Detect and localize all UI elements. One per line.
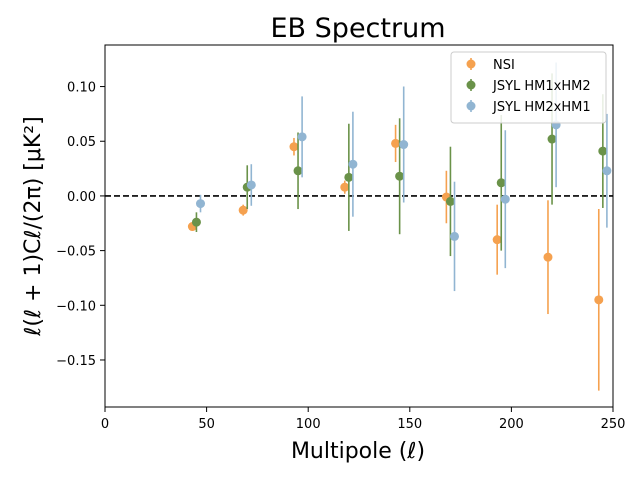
chart-title: EB Spectrum xyxy=(271,13,446,44)
y-tick-label: −0.05 xyxy=(56,245,96,260)
y-tick-label: 0.10 xyxy=(67,81,96,96)
x-tick-label: 150 xyxy=(397,417,422,432)
data-point xyxy=(602,166,612,176)
legend-marker xyxy=(466,80,476,90)
x-tick-label: 0 xyxy=(101,417,109,432)
legend-box xyxy=(450,51,607,124)
x-axis-title: Multipole (ℓ) xyxy=(291,439,425,464)
series-0 xyxy=(187,124,604,391)
x-tick-label: 250 xyxy=(601,417,626,432)
legend-marker xyxy=(466,101,476,111)
x-tick-label: 50 xyxy=(198,417,215,432)
data-point xyxy=(598,146,608,156)
y-tick-label: −0.15 xyxy=(56,354,96,369)
data-point xyxy=(289,142,299,152)
data-point xyxy=(445,196,455,206)
data-point xyxy=(293,166,303,176)
data-point xyxy=(348,159,358,169)
x-tick-label: 100 xyxy=(296,417,321,432)
data-point xyxy=(547,134,557,144)
legend-label: JSYL HM2xHM1 xyxy=(492,100,591,115)
data-point xyxy=(340,182,350,192)
y-axis: −0.15 −0.10 −0.05 0.00 0.05 0.10 xyxy=(56,81,105,369)
y-tick-label: −0.10 xyxy=(56,299,96,314)
data-point xyxy=(594,295,604,305)
data-point xyxy=(395,171,405,181)
legend-label: JSYL HM1xHM2 xyxy=(492,79,591,94)
data-point xyxy=(238,205,248,215)
data-point xyxy=(391,138,401,148)
plot-area xyxy=(105,62,613,391)
data-point xyxy=(543,252,553,262)
data-point xyxy=(492,235,502,245)
plot-frame xyxy=(104,44,614,408)
series-2 xyxy=(196,62,612,292)
x-axis: 0 50 100 150 200 250 xyxy=(101,407,626,432)
data-point xyxy=(500,194,510,204)
data-point xyxy=(344,172,354,182)
data-point xyxy=(246,180,256,190)
data-point xyxy=(399,140,409,150)
data-point xyxy=(450,231,460,241)
legend-label: NSI xyxy=(493,58,515,73)
legend-marker xyxy=(466,59,476,69)
y-tick-label: 0.05 xyxy=(67,135,96,150)
series-1 xyxy=(191,73,608,257)
data-point xyxy=(191,217,201,227)
data-point xyxy=(297,132,307,142)
x-tick-label: 200 xyxy=(499,417,524,432)
data-point xyxy=(196,199,206,209)
legend: NSI JSYL HM1xHM2 JSYL HM2xHM1 xyxy=(450,51,607,124)
y-tick-label: 0.00 xyxy=(67,190,96,205)
y-axis-title: ℓ(ℓ + 1)Cℓ/(2π) [μK²] xyxy=(21,116,46,336)
data-point xyxy=(496,178,506,188)
